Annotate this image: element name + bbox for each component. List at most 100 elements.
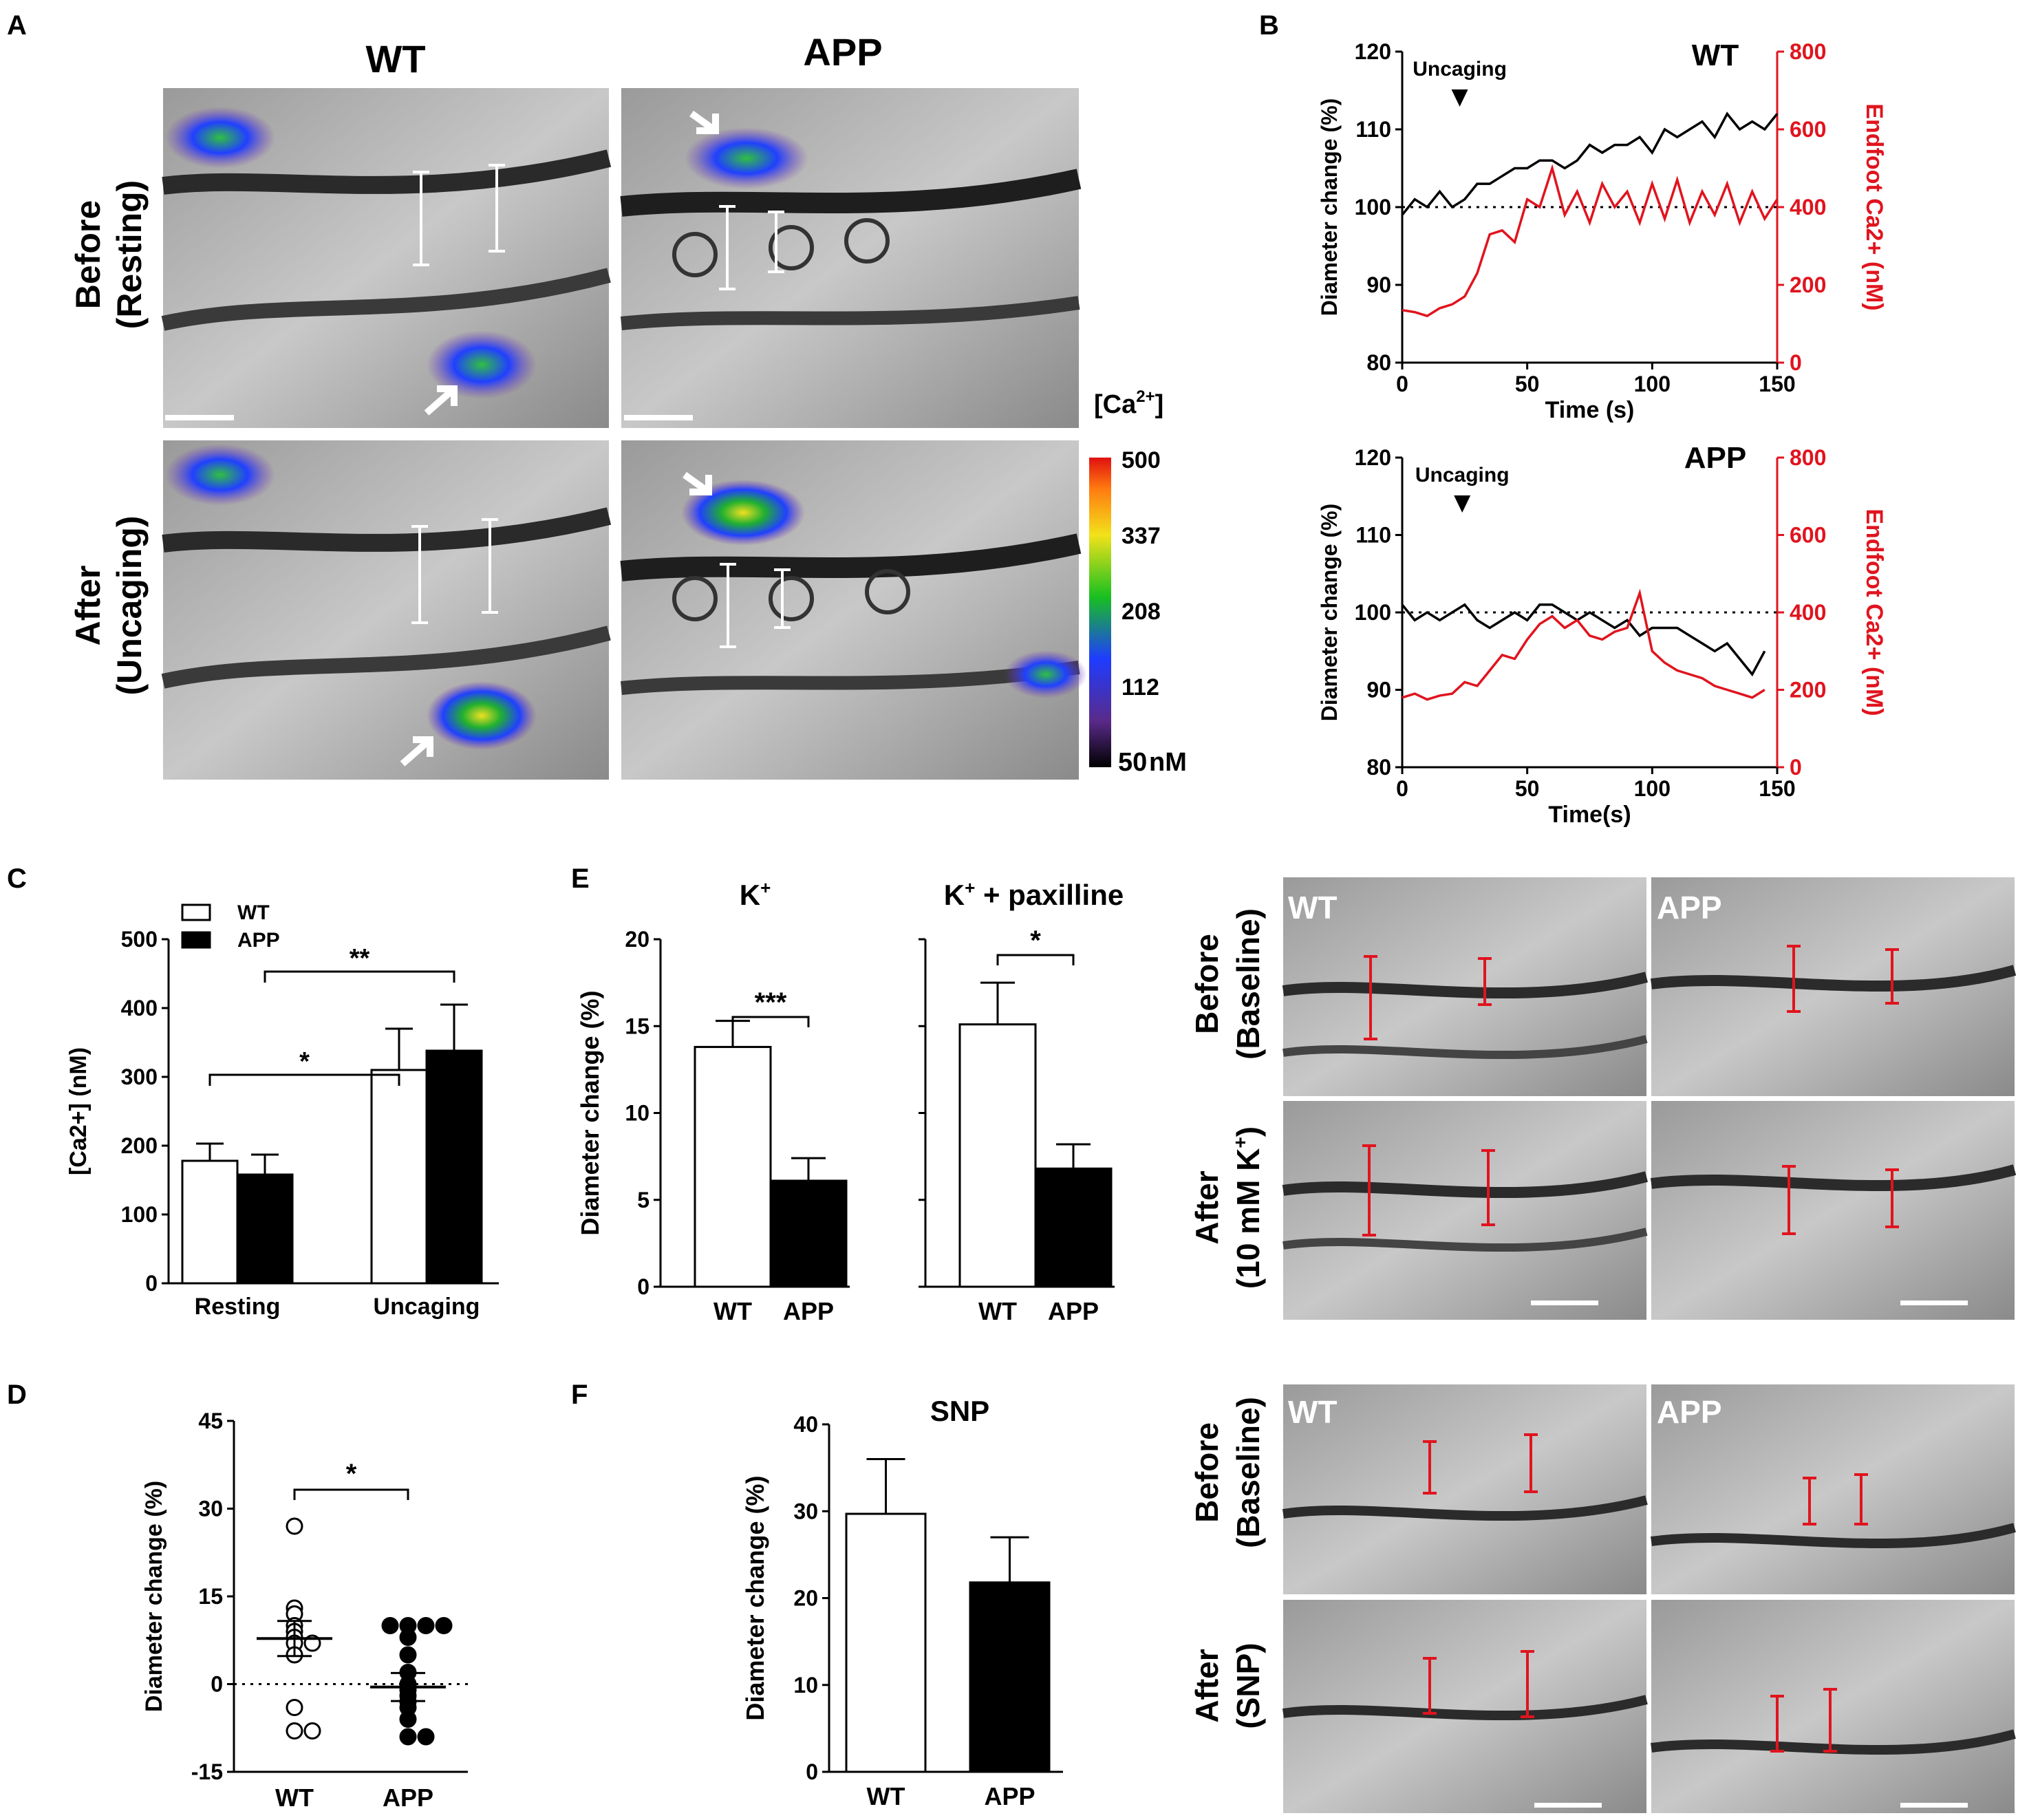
panel-e-after-line1: After (1189, 1170, 1225, 1244)
data-point (381, 1617, 399, 1634)
y-tick-label: 100 (121, 1202, 158, 1227)
y-tick-label: 20 (793, 1586, 818, 1611)
y2-tick-label: 0 (1790, 755, 1802, 780)
panel-letter-c: C (7, 864, 27, 894)
sig-bracket (264, 970, 455, 983)
y-tick-label: 100 (1355, 600, 1391, 625)
y-axis-label: Diameter change (%) (1317, 98, 1342, 317)
y-tick-label: -15 (191, 1759, 223, 1784)
sig-label: * (346, 1459, 357, 1489)
y-axis-label: Diameter change (%) (576, 990, 604, 1235)
data-point (303, 1722, 321, 1739)
panel-a-col-label-app: APP (803, 30, 882, 74)
y-tick-label: 500 (121, 927, 158, 952)
panel-f-row-label-before: Before (Baseline) (1189, 1397, 1266, 1548)
micrograph-f-wt-before: WT (1282, 1384, 1648, 1594)
x-tick-label: APP (783, 1297, 834, 1325)
panel-f-wt-label: WT (1288, 1394, 1338, 1430)
y-tick-label: 0 (211, 1672, 223, 1697)
diameter-trace (1401, 603, 1766, 677)
panel-letter-f: F (571, 1380, 588, 1410)
sig-bracket (996, 954, 1075, 965)
chart-b-wt: 80 90 100 110 120 0 200 400 600 800 0 50 100 150 Time … (1317, 39, 1887, 423)
micrograph-e-wt-before: WT (1282, 877, 1649, 1096)
y-tick-label: 0 (806, 1759, 818, 1784)
bar (1034, 1167, 1113, 1288)
y-tick-label: 10 (625, 1101, 650, 1126)
sig-bracket (293, 1488, 409, 1500)
colorbar-tick-500: 500 (1121, 447, 1161, 473)
y-tick-label: 0 (637, 1274, 650, 1299)
annotation-arrow (1454, 495, 1471, 513)
y-tick-label: 20 (625, 927, 650, 952)
y-tick-label: 90 (1366, 272, 1391, 297)
annotation-label: Uncaging (1413, 58, 1507, 81)
y-tick-label: 30 (198, 1497, 223, 1521)
panel-a-after-line1: After (69, 566, 107, 646)
panel-f-before-line1: Before (1189, 1422, 1225, 1523)
y-tick-label: 10 (793, 1673, 818, 1698)
diameter-trace (1401, 111, 1779, 216)
legend-swatch (181, 931, 211, 949)
y-tick-label: 15 (198, 1584, 223, 1609)
sig-bracket (208, 1073, 400, 1086)
data-point (399, 1646, 417, 1664)
colorbar-tick-208: 208 (1121, 599, 1161, 625)
sig-bracket (731, 1016, 810, 1027)
panel-letter-a: A (7, 10, 27, 41)
colorbar-tick-112: 112 (1121, 674, 1159, 700)
micrograph-a-app-before (620, 88, 1082, 428)
x-tick-label: 0 (1396, 776, 1408, 801)
sig-label: ** (350, 944, 370, 973)
y-tick-label: 5 (637, 1188, 650, 1212)
panel-f-after-line1: After (1189, 1649, 1225, 1722)
panel-f-app-label: APP (1657, 1394, 1722, 1430)
micrograph-f-app-before: APP (1651, 1384, 2016, 1594)
x-axis-label: Time(s) (1548, 802, 1631, 828)
colorbar-tick-50: 50 (1118, 748, 1147, 777)
y-tick-label: 120 (1355, 445, 1391, 470)
x-tick-label: 50 (1515, 372, 1540, 396)
y-tick-label: 90 (1366, 678, 1391, 703)
legend-label: WT (237, 901, 270, 924)
panel-f-images: Before (Baseline) After (SNP) WT APP (1189, 1384, 2016, 1813)
panel-a-row-label-before: Before (Resting) (69, 180, 149, 330)
micrograph-e-wt-after (1282, 1101, 1649, 1320)
annotation-arrow (1451, 89, 1468, 107)
bar (694, 1046, 772, 1288)
data-point (399, 1728, 417, 1746)
x-tick-label: WT (867, 1782, 905, 1810)
panel-letter-e: E (571, 864, 590, 894)
panel-e-row-label-after: After (10 mM K+) (1189, 1126, 1266, 1289)
data-point (286, 1699, 303, 1716)
annotation-label: Uncaging (1415, 464, 1510, 486)
panel-a-col-label-wt: WT (365, 37, 425, 81)
chart-c: 0 100 200 300 400 500 [Ca2+] (nM) Resting Uncagi… (65, 901, 499, 1320)
panel-e-after-line2: (10 mM K+) (1230, 1126, 1266, 1289)
legend-swatch (181, 903, 211, 921)
panel-e-row-label-before: Before (Baseline) (1189, 908, 1266, 1060)
panel-letter-b: B (1259, 10, 1279, 41)
data-point (417, 1617, 435, 1634)
x-tick-label: APP (984, 1782, 1035, 1810)
x-axis-label: Time (s) (1545, 397, 1635, 423)
bar (769, 1179, 848, 1288)
micrograph-a-wt-after (161, 440, 612, 780)
bar (236, 1173, 294, 1285)
data-point (286, 1722, 303, 1739)
micrograph-a-wt-before (161, 88, 612, 428)
panel-f-before-line2: (Baseline) (1230, 1397, 1266, 1548)
chart-e: Diameter change (%) 0 5 10 15 20 K+ WT APP *** K+ … (576, 877, 1124, 1325)
y-tick-label: 0 (145, 1271, 158, 1296)
x-tick-label: WT (275, 1784, 314, 1812)
panel-e-app-label: APP (1657, 890, 1722, 925)
x-tick-label: 150 (1759, 776, 1795, 801)
y-axis-label: Diameter change (%) (1317, 504, 1342, 722)
x-tick-label: 100 (1634, 372, 1671, 396)
chart-title: SNP (930, 1395, 989, 1427)
group-title: K+ (740, 877, 771, 911)
sig-label: * (299, 1047, 310, 1076)
y2-tick-label: 200 (1790, 272, 1826, 297)
data-point (399, 1629, 417, 1646)
